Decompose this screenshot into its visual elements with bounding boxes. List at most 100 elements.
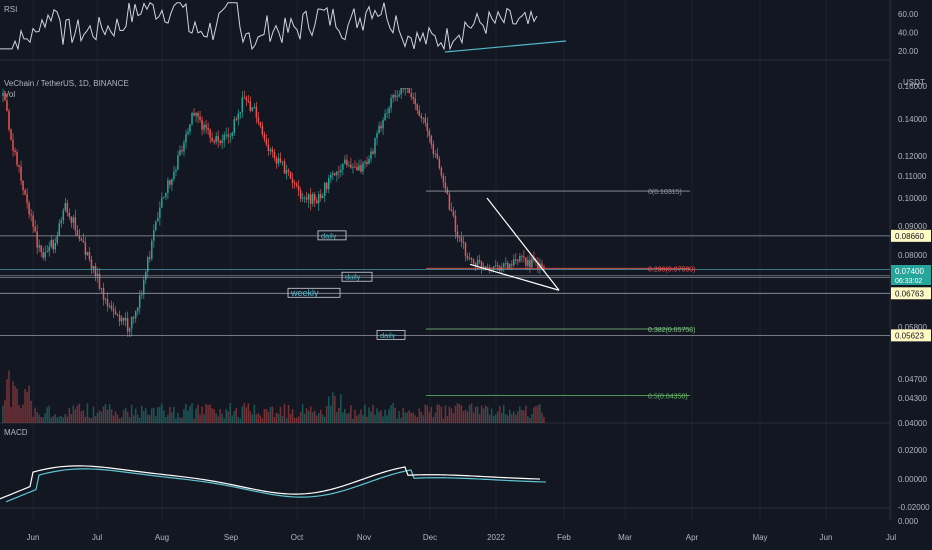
volume-bar: [323, 416, 326, 423]
candle-body: [332, 173, 334, 176]
volume-bar: [72, 405, 75, 423]
volume-bar: [58, 416, 61, 423]
candle-body: [157, 217, 159, 222]
candle-body: [225, 134, 227, 136]
candle-body: [400, 88, 402, 95]
volume-bar: [386, 415, 388, 423]
volume-bar: [325, 405, 328, 423]
candle-body: [513, 259, 515, 266]
volume-bar: [161, 403, 163, 423]
candle-body: [128, 328, 131, 332]
volume-bar: [233, 411, 235, 423]
macd-label: MACD: [4, 428, 28, 437]
volume-bar: [60, 415, 63, 423]
volume-bar: [398, 411, 400, 423]
zone-box-label: daily: [345, 273, 361, 282]
candle-body: [515, 259, 517, 260]
volume-bar: [376, 408, 378, 423]
candle-body: [517, 259, 519, 262]
zone-box: [376, 329, 406, 340]
candle-body: [167, 180, 169, 193]
candle-body: [392, 94, 394, 99]
volume-bar: [440, 406, 443, 423]
candle-body: [504, 262, 507, 264]
candle-body: [243, 97, 246, 99]
volume-bar: [197, 404, 199, 423]
volume-bar: [307, 410, 310, 423]
candle-body: [348, 164, 350, 166]
candle-body: [177, 155, 179, 170]
candle-body: [360, 165, 362, 172]
zone-box: [341, 271, 373, 282]
volume-bar: [436, 404, 439, 423]
volume-bar: [189, 405, 191, 423]
candle-body: [96, 273, 99, 276]
candle-body: [432, 144, 435, 154]
volume-bar: [195, 408, 197, 423]
volume-bar: [227, 411, 229, 423]
candle-body: [430, 136, 433, 145]
fib-label: 0(0.10315): [648, 189, 682, 196]
candle-body: [54, 243, 56, 250]
volume-bar: [334, 395, 336, 423]
price-tick-label: 0.10000: [898, 194, 927, 203]
volume-bar: [390, 405, 392, 423]
candle-body: [265, 139, 268, 145]
volume-bar: [251, 414, 254, 423]
candle-body: [18, 164, 20, 167]
candle-body: [382, 120, 384, 129]
volume-bar: [235, 407, 237, 423]
volume-bar: [167, 414, 169, 423]
candle-body: [247, 100, 250, 102]
candle-body: [434, 153, 437, 155]
current-price-label: 0.07400: [895, 267, 924, 276]
candle-body: [531, 258, 533, 268]
volume-bar: [297, 416, 300, 423]
volume-bar: [470, 403, 473, 423]
volume-bar: [136, 414, 139, 423]
candle-body: [338, 171, 340, 173]
candle-body: [396, 96, 398, 98]
volume-bar: [392, 403, 394, 423]
candle-body: [16, 152, 18, 165]
candle-body: [20, 166, 22, 181]
volume-bar: [36, 411, 38, 423]
candle-body: [259, 121, 262, 126]
candle-body: [257, 117, 260, 122]
candle-body: [506, 262, 509, 269]
volume-bar: [74, 409, 77, 423]
candle-body: [124, 317, 127, 321]
zone-box: [287, 287, 341, 298]
volume-bar: [416, 417, 418, 423]
volume-bar: [372, 404, 374, 423]
candle-body: [336, 171, 338, 176]
volume-bar: [12, 381, 14, 423]
candle-body: [12, 139, 14, 151]
volume-bar: [30, 400, 32, 423]
candle-body: [309, 194, 312, 204]
volume-bar: [513, 411, 515, 423]
volume-bar: [271, 406, 274, 423]
volume-bar: [120, 417, 123, 423]
candle-body: [219, 140, 221, 144]
candle-body: [438, 158, 441, 169]
volume-bar: [446, 415, 449, 423]
volume-bar: [364, 404, 366, 423]
volume-bar: [187, 410, 189, 423]
price-top-label: 0.16000: [898, 82, 927, 91]
volume-bar: [384, 409, 386, 423]
volume-bar: [299, 411, 302, 423]
volume-bar: [295, 417, 298, 423]
volume-bar: [396, 418, 398, 423]
volume-bar: [84, 416, 87, 423]
level-label-bg: [891, 287, 931, 300]
candle-body: [378, 125, 380, 134]
volume-bar: [418, 408, 421, 423]
candle-body: [484, 266, 487, 270]
candle-body: [494, 265, 497, 267]
volume-bar: [456, 403, 459, 423]
macd-tick-label: 0.00000: [898, 475, 927, 484]
fib-label: 0.236(0.07500): [648, 266, 695, 273]
volume-bar: [247, 403, 250, 423]
